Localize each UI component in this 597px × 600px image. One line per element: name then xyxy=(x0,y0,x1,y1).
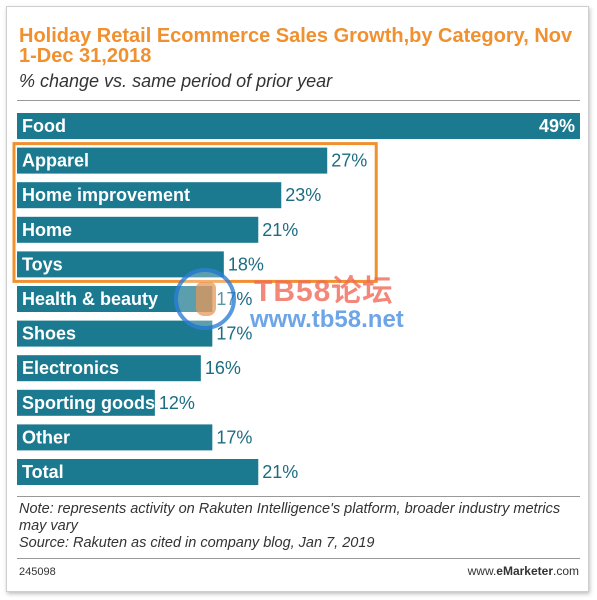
value-label-home: 21% xyxy=(262,220,298,240)
value-label-total: 21% xyxy=(262,462,298,482)
category-label-apparel: Apparel xyxy=(22,151,89,171)
value-label-other: 17% xyxy=(216,427,252,447)
chart-note: Note: represents activity on Rakuten Int… xyxy=(19,501,561,534)
bar-total xyxy=(17,459,259,485)
value-label-food: 49% xyxy=(539,116,575,136)
category-label-home-improvement: Home improvement xyxy=(22,185,190,205)
bar-chart: Food 49% Apparel 27% Home improvement 23% Home… xyxy=(12,113,580,485)
category-label-other: Other xyxy=(22,427,70,447)
brand-suffix: .com xyxy=(552,564,579,578)
bar-toys xyxy=(17,251,224,278)
category-label-health-beauty: Health & beauty xyxy=(22,289,158,309)
bar-food xyxy=(17,113,580,139)
value-label-shoes: 17% xyxy=(216,324,252,344)
value-label-apparel: 27% xyxy=(331,151,367,171)
category-label-toys: Toys xyxy=(22,254,63,274)
category-label-shoes: Shoes xyxy=(22,324,76,344)
bar-home xyxy=(17,216,259,243)
value-label-electronics: 16% xyxy=(205,358,241,378)
category-label-home: Home xyxy=(22,220,72,240)
bar-sporting-goods xyxy=(17,389,155,416)
brand-name: eMarketer xyxy=(496,564,553,578)
bar-other xyxy=(17,424,213,451)
bar-electronics xyxy=(17,355,201,382)
chart-id: 245098 xyxy=(19,566,56,578)
brand-logo[interactable]: www.eMarketer.com xyxy=(468,564,579,578)
chart-source: Source: Rakuten as cited in company blog… xyxy=(19,535,375,551)
brand-prefix: www. xyxy=(467,564,497,578)
value-label-health-beauty: 17% xyxy=(216,289,252,309)
footer-divider xyxy=(17,558,580,559)
bar-apparel xyxy=(17,147,328,174)
chart-subtitle: % change vs. same period of prior year xyxy=(19,71,333,91)
value-label-home-improvement: 23% xyxy=(285,185,321,205)
chart-title: Holiday Retail Ecommerce Sales Growth,by… xyxy=(19,25,573,67)
category-label-food: Food xyxy=(22,116,66,136)
category-label-electronics: Electronics xyxy=(22,358,119,378)
bar-home-improvement xyxy=(17,182,282,209)
value-label-toys: 18% xyxy=(228,254,264,274)
bottom-divider xyxy=(17,496,580,497)
top-divider xyxy=(17,100,580,101)
value-label-sporting-goods: 12% xyxy=(159,393,195,413)
category-label-sporting-goods: Sporting goods xyxy=(22,393,155,413)
category-label-total: Total xyxy=(22,462,64,482)
highlight-box xyxy=(12,142,378,283)
bar-shoes xyxy=(17,320,213,347)
bar-health-beauty xyxy=(17,286,213,312)
